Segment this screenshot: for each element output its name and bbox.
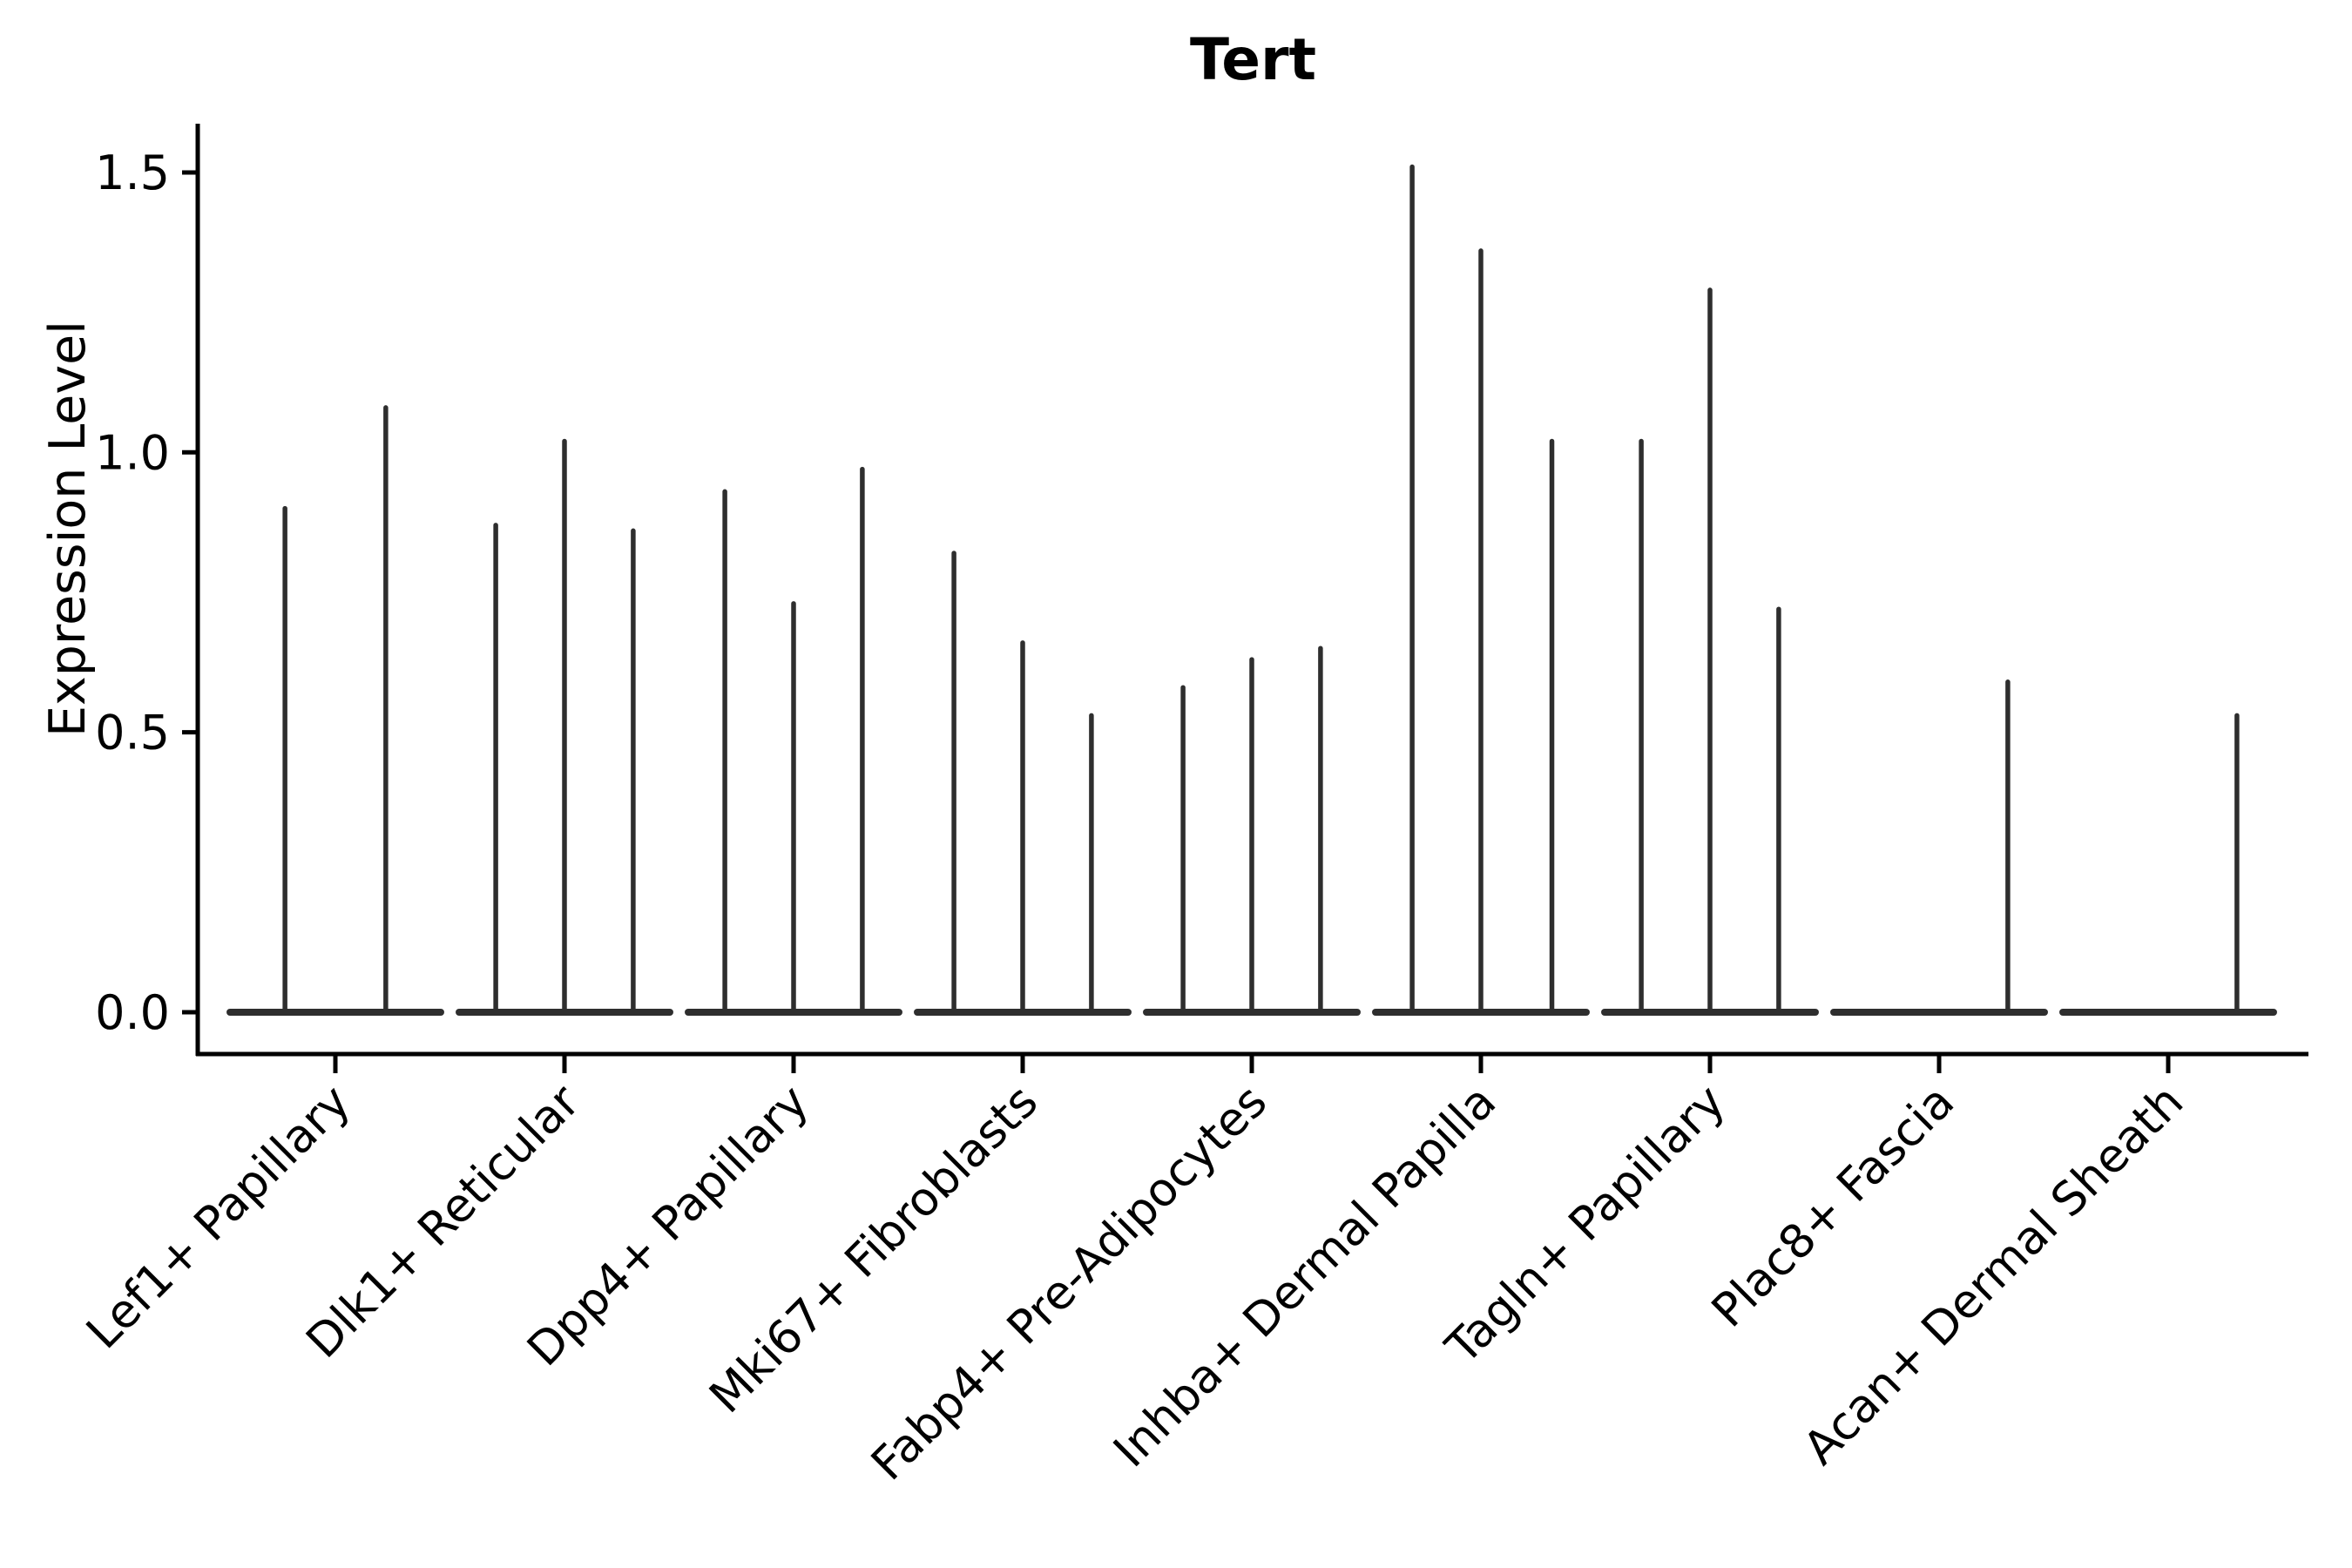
y-tick-label: 1.0 xyxy=(95,425,170,480)
y-tick-label: 1.5 xyxy=(95,145,170,200)
y-axis-label: Expression Level xyxy=(39,321,97,737)
chart-title: Tert xyxy=(1189,26,1317,93)
x-tick-label: Plac8+ Fascia xyxy=(1702,1075,1964,1337)
x-tick-label: Acan+ Dermal Sheath xyxy=(1794,1075,2193,1475)
x-tick-label: Fabp4+ Pre-Adipocytes xyxy=(862,1075,1277,1490)
x-tick-label: Inhba+ Dermal Papilla xyxy=(1104,1075,1506,1477)
y-tick-label: 0.0 xyxy=(95,985,170,1040)
y-tick-label: 0.5 xyxy=(95,706,170,760)
